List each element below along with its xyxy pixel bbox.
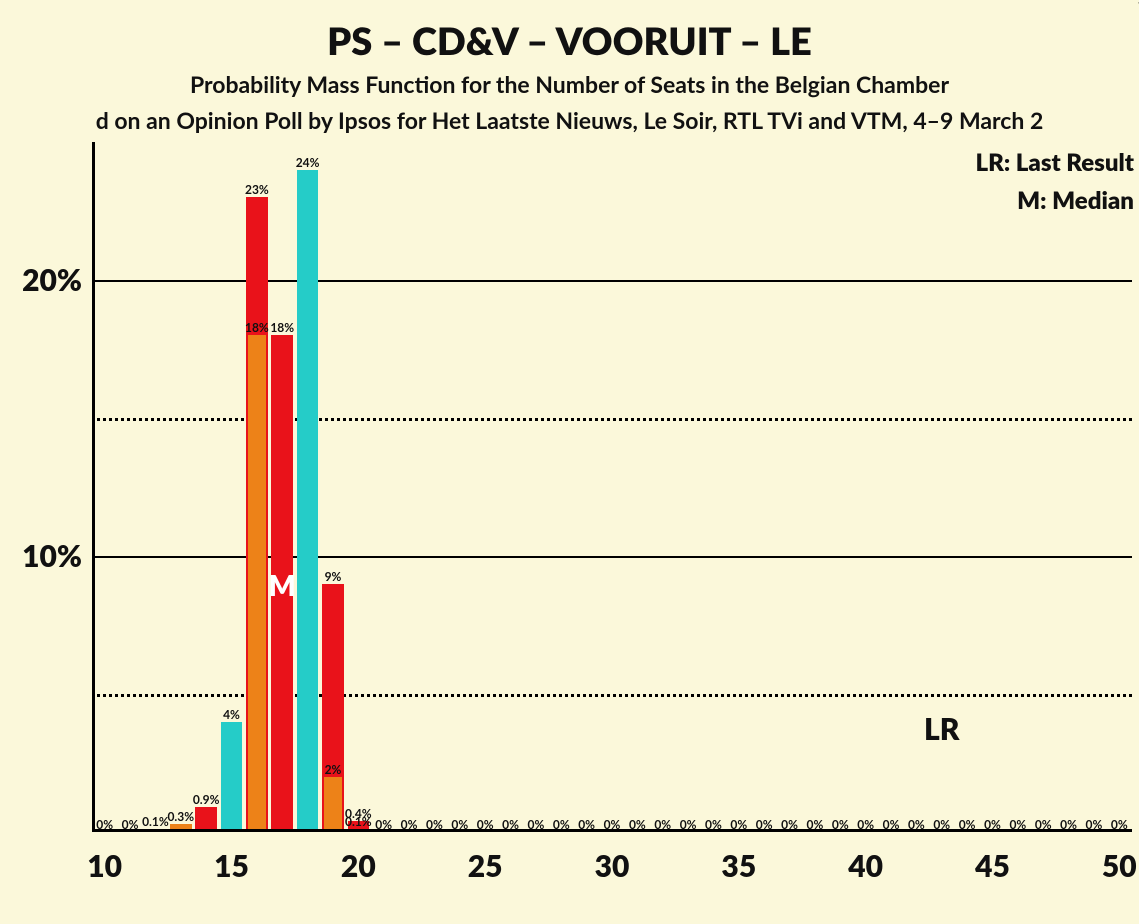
- bar-value-label: 0%: [705, 817, 722, 832]
- bar-value-label: 0%: [756, 817, 773, 832]
- bar-value-label: 0%: [502, 817, 519, 832]
- bar-value-label: 23%: [245, 182, 269, 197]
- bar-value-label: 0%: [883, 817, 900, 832]
- bar-value-label: 0%: [426, 817, 443, 832]
- bar-value-label: 0%: [553, 817, 570, 832]
- copyright-text: © 2024 Filip van Laenen: [1135, 0, 1139, 4]
- x-tick-label: 35: [721, 848, 756, 884]
- bar-value-label: 0%: [1009, 817, 1026, 832]
- bar-value-label: 0%: [527, 817, 544, 832]
- bar-value-label: 0%: [629, 817, 646, 832]
- bar-value-label: 0.3%: [167, 809, 194, 824]
- bar-value-label: 0%: [96, 817, 113, 832]
- y-tick-label: 10%: [22, 538, 82, 574]
- x-tick-label: 50: [1102, 848, 1137, 884]
- bar-value-label: 0%: [959, 817, 976, 832]
- bar-value-label: 24%: [296, 155, 320, 170]
- bar-value-label: 0%: [451, 817, 468, 832]
- bar-value-label: 18%: [270, 320, 294, 335]
- bar-value-label: 0%: [122, 817, 139, 832]
- bar-value-label: 0%: [401, 817, 418, 832]
- bar-value-label: 0%: [1060, 817, 1077, 832]
- chart-subtitle-1: Probability Mass Function for the Number…: [0, 70, 1139, 98]
- bar-value-label: 0%: [984, 817, 1001, 832]
- bar-value-label: 0.1%: [345, 814, 372, 829]
- bar-value-label: 0%: [1111, 817, 1128, 832]
- bar-value-label: 0.1%: [142, 814, 169, 829]
- x-tick-label: 25: [468, 848, 503, 884]
- bar: [324, 777, 342, 832]
- bar-value-label: 0%: [832, 817, 849, 832]
- bar-value-label: 0%: [1035, 817, 1052, 832]
- x-tick-label: 45: [975, 848, 1010, 884]
- x-tick-label: 30: [595, 848, 630, 884]
- chart-title: PS – CD&V – VOORUIT – LE: [0, 18, 1139, 64]
- bar-value-label: 0%: [375, 817, 392, 832]
- bar: [248, 335, 266, 832]
- bar-value-label: 0%: [477, 817, 494, 832]
- x-tick-label: 20: [341, 848, 376, 884]
- bar: [221, 722, 243, 832]
- bar-value-label: 0%: [807, 817, 824, 832]
- x-tick-label: 15: [214, 848, 249, 884]
- bar-value-label: 0%: [654, 817, 671, 832]
- bar-value-label: 0%: [857, 817, 874, 832]
- bar-value-label: 0%: [908, 817, 925, 832]
- x-tick-label: 10: [87, 848, 122, 884]
- bar: [271, 335, 293, 832]
- bar-value-label: 0%: [933, 817, 950, 832]
- bar-value-label: 2%: [325, 762, 342, 777]
- bar-value-label: 0%: [680, 817, 697, 832]
- bar: [297, 170, 319, 832]
- bar-value-label: 0%: [578, 817, 595, 832]
- bar-value-label: 0.9%: [193, 792, 220, 807]
- y-tick-label: 20%: [22, 262, 82, 298]
- bar-value-label: 0%: [1086, 817, 1103, 832]
- bar-value-label: 18%: [245, 320, 269, 335]
- y-axis: [92, 142, 95, 832]
- bar-value-label: 0%: [604, 817, 621, 832]
- plot-area: 0%0%0.1%0.3%0.9%4%23%18%18%24%9%2%0.4%0.…: [92, 142, 1132, 832]
- chart-subtitle-2: d on an Opinion Poll by Ipsos for Het La…: [0, 106, 1139, 134]
- lr-marker: LR: [924, 711, 959, 747]
- x-tick-label: 40: [848, 848, 883, 884]
- bar-value-label: 0%: [781, 817, 798, 832]
- bar-value-label: 9%: [325, 569, 342, 584]
- chart-root: PS – CD&V – VOORUIT – LE Probability Mass…: [0, 0, 1139, 924]
- bar-value-label: 4%: [223, 707, 240, 722]
- bar-value-label: 0%: [730, 817, 747, 832]
